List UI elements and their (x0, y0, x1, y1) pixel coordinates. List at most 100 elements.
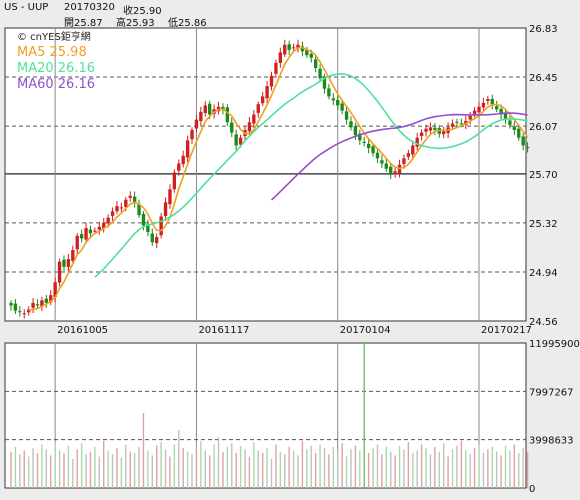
volume-tick-label: 0 (529, 484, 535, 495)
candle-body (274, 62, 278, 74)
candle-body (44, 298, 48, 303)
candle-body (291, 47, 296, 49)
candle-body (194, 119, 199, 129)
candle-body (344, 111, 349, 120)
candle-body (380, 160, 384, 164)
watermark-text: © cnYES鉅亨網 (17, 30, 91, 43)
candle-body (132, 196, 137, 203)
candle-body (177, 163, 181, 171)
candle-body (208, 103, 212, 115)
candle-body (93, 230, 97, 232)
candle-body (424, 128, 428, 132)
candle-body (168, 189, 172, 205)
candle-body (238, 137, 243, 145)
candle-body (525, 147, 530, 149)
candle-body (269, 75, 274, 87)
candle-body (450, 123, 455, 127)
candle-body (402, 158, 406, 164)
candle-body (155, 237, 159, 244)
volume-tick-label: 3998633 (529, 436, 574, 447)
candle-body (146, 224, 150, 232)
candle-body (477, 106, 481, 113)
candle-body (252, 114, 256, 124)
date-tick-label: 20170217 (481, 325, 532, 336)
date-tick-label: 20161005 (57, 325, 108, 336)
volume-tick-label: 7997267 (529, 387, 574, 398)
candle-body (225, 107, 230, 123)
ma5-line (28, 46, 529, 311)
candle-body (84, 228, 88, 240)
candle-body (26, 309, 31, 313)
ma-legend-label: MA60 26.16 (17, 77, 95, 92)
candle-body (472, 110, 477, 115)
candle-body (503, 112, 508, 120)
candle-body (459, 123, 464, 125)
volume-tick-label: 11995900 (529, 339, 580, 350)
candle-body (353, 126, 358, 136)
candle-body (512, 126, 517, 130)
candle-body (278, 52, 283, 63)
candle-body (362, 141, 366, 143)
candle-body (62, 259, 66, 267)
candle-body (415, 137, 419, 147)
candle-body (185, 140, 190, 158)
candle-body (305, 49, 309, 56)
candle-body (75, 235, 79, 250)
close-price-label: 收25.90 (123, 6, 162, 17)
candle-body (296, 44, 300, 49)
candle-body (141, 213, 146, 226)
price-tick-label: 25.32 (529, 219, 558, 230)
candle-body (442, 131, 446, 135)
candle-body (159, 216, 163, 236)
low-price-label: 低25.86 (168, 18, 207, 29)
candle-body (66, 259, 71, 267)
candle-body (97, 226, 101, 230)
candle-body (88, 229, 93, 234)
candle-body (115, 206, 119, 212)
candle-body (79, 234, 84, 239)
symbol-label: US - UUP (4, 2, 49, 13)
candle-body (102, 222, 106, 229)
candle-body (375, 152, 380, 159)
candle-body (106, 217, 110, 224)
candle-body (221, 106, 225, 110)
candle-body (203, 105, 207, 113)
candle-body (163, 202, 168, 217)
candle-body (71, 250, 75, 261)
date-tick-label: 20161117 (198, 325, 249, 336)
candle-body (260, 96, 265, 104)
candle-body (18, 311, 22, 313)
candle-body (31, 302, 35, 308)
candle-body (247, 122, 252, 132)
candle-body (287, 44, 291, 50)
candle-body (199, 111, 203, 122)
price-tick-label: 25.70 (529, 170, 558, 181)
candle-body (57, 261, 62, 283)
price-tick-label: 26.07 (529, 122, 558, 133)
candle-body (35, 304, 40, 306)
candle-body (517, 128, 521, 138)
candle-body (393, 171, 397, 175)
candle-body (128, 195, 132, 198)
candle-body (406, 153, 411, 157)
ma-legend-label: MA5 25.98 (17, 45, 87, 60)
candle-body (340, 103, 344, 111)
candle-body (313, 59, 318, 69)
candle-body (322, 76, 327, 89)
candle-body (411, 145, 415, 155)
candle-body (481, 102, 486, 108)
candle-body (468, 115, 472, 120)
candle-body (508, 120, 512, 125)
candle-body (49, 295, 53, 303)
candle-body (283, 44, 287, 55)
candle-body (371, 146, 375, 154)
candle-body (318, 68, 322, 79)
ma20-line (94, 72, 528, 278)
price-tick-label: 24.94 (529, 268, 558, 279)
candle-body (389, 166, 393, 174)
candle-body (265, 86, 269, 99)
ma60-line (270, 112, 528, 201)
candle-body (119, 207, 124, 209)
